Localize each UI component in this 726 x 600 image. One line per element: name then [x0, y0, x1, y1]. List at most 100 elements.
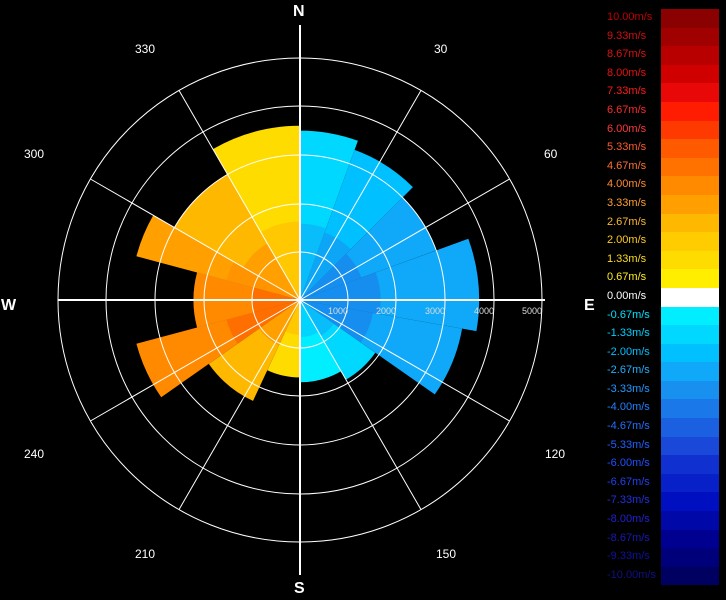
colorbar-row: 0.67m/s — [604, 269, 719, 288]
colorbar-row: -6.00m/s — [604, 455, 719, 474]
colorbar-label: -2.67m/s — [607, 364, 650, 377]
colorbar-swatch — [661, 27, 719, 47]
velocity-sector-core — [285, 300, 300, 335]
colorbar-label: -4.67m/s — [607, 420, 650, 433]
colorbar-row: 4.00m/s — [604, 176, 719, 195]
colorbar-label: 10.00m/s — [607, 11, 653, 23]
velocity-sector-core — [226, 261, 300, 300]
colorbar-row: -7.33m/s — [604, 492, 719, 512]
colorbar-label: 2.67m/s — [607, 215, 647, 228]
velocity-sector — [300, 238, 480, 332]
colorbar-label: 9.33m/s — [607, 29, 647, 42]
colorbar-label: 7.33m/s — [607, 85, 647, 98]
colorbar-swatch — [661, 232, 719, 251]
colorbar-row: -3.33m/s — [604, 380, 719, 400]
colorbar-row: -8.00m/s — [604, 511, 719, 530]
colorbar-swatch — [661, 306, 719, 326]
colorbar-row: -5.33m/s — [604, 436, 719, 456]
colorbar-swatch — [661, 176, 719, 195]
colorbar-swatch — [661, 380, 719, 400]
compass-south-label: S — [294, 580, 305, 597]
colorbar-label: -5.33m/s — [607, 438, 650, 451]
colorbar-label: 2.00m/s — [607, 234, 647, 247]
colorbar-label: -1.33m/s — [607, 327, 650, 340]
colorbar-row: 2.67m/s — [604, 213, 719, 233]
colorbar-label: 0.00m/s — [607, 289, 647, 302]
polar-grid — [57, 25, 545, 575]
range-label-1000: 1000 — [328, 306, 348, 316]
radial-line-330 — [178, 90, 301, 301]
colorbar-row: -10.00m/s — [604, 566, 719, 586]
colorbar-label: -4.00m/s — [607, 401, 650, 414]
colorbar-row: 8.00m/s — [604, 64, 719, 84]
radial-line-210 — [178, 299, 301, 510]
colorbar-row: -4.00m/s — [604, 399, 719, 419]
colorbar-row: 6.00m/s — [604, 120, 719, 140]
colorbar-row: 1.33m/s — [604, 250, 719, 270]
colorbar-swatch — [661, 343, 719, 363]
colorbar-label: 3.33m/s — [607, 196, 647, 209]
compass-north-label: N — [293, 3, 305, 20]
colorbar-row: 7.33m/s — [604, 83, 719, 102]
colorbar-swatch — [661, 325, 719, 344]
colorbar-label: 1.33m/s — [607, 252, 647, 265]
colorbar-label: -10.00m/s — [607, 568, 656, 581]
colorbar-swatch — [661, 213, 719, 233]
polar-radar-plot: 1000 2000 3000 4000 5000 — [57, 25, 545, 575]
velocity-sectors — [136, 125, 480, 401]
colorbar-label: -8.67m/s — [607, 531, 650, 544]
colorbar-swatch — [661, 139, 719, 158]
azimuth-label-30: 30 — [434, 42, 448, 56]
colorbar-swatch — [661, 120, 719, 140]
colorbar-swatch — [661, 418, 719, 437]
colorbar-row: 5.33m/s — [604, 139, 719, 158]
radial-line-300 — [90, 178, 301, 301]
colorbar-row: -0.67m/s — [604, 306, 719, 326]
velocity-sector-core — [300, 300, 319, 338]
colorbar-row: 10.00m/s — [604, 9, 719, 28]
colorbar-swatch — [661, 46, 719, 65]
colorbar-swatch — [661, 269, 719, 288]
velocity-sector-core — [300, 223, 327, 300]
colorbar-swatch — [661, 83, 719, 102]
azimuth-label-60: 60 — [544, 147, 558, 161]
azimuth-label-210: 210 — [135, 547, 156, 561]
colorbar-swatch — [661, 511, 719, 530]
radial-line-150 — [299, 299, 422, 510]
colorbar-label: 8.67m/s — [607, 48, 647, 61]
colorbar-swatch — [661, 436, 719, 456]
colorbar-label: 6.00m/s — [607, 122, 647, 135]
range-label-2000: 2000 — [376, 306, 396, 316]
azimuth-label-240: 240 — [24, 447, 45, 461]
colorbar-swatch — [661, 455, 719, 474]
velocity-sector-core — [300, 300, 334, 336]
radial-line-30 — [299, 90, 422, 301]
radial-line-60 — [299, 178, 510, 301]
velocity-sector-core — [259, 300, 300, 346]
colorbar-swatch — [661, 473, 719, 493]
colorbar-swatch — [661, 250, 719, 270]
colorbar-row: -6.67m/s — [604, 473, 719, 493]
range-label-5000: 5000 — [522, 306, 542, 316]
colorbar-label: -6.00m/s — [607, 457, 650, 470]
colorbar-row: 8.67m/s — [604, 46, 719, 65]
colorbar-swatch — [661, 194, 719, 214]
azimuth-label-120: 120 — [545, 447, 566, 461]
azimuth-label-150: 150 — [436, 547, 457, 561]
colorbar-row: -8.67m/s — [604, 529, 719, 549]
colorbar-row: 6.67m/s — [604, 101, 719, 121]
azimuth-label-300: 300 — [24, 147, 45, 161]
radial-line-120 — [299, 299, 510, 422]
velocity-sector-core — [300, 232, 351, 300]
colorbar-label: -9.33m/s — [607, 550, 650, 563]
colorbar-swatch — [661, 362, 719, 381]
range-label-3000: 3000 — [425, 306, 445, 316]
colorbar-row: 4.67m/s — [604, 157, 719, 177]
colorbar-label: -7.33m/s — [607, 494, 650, 507]
colorbar-row: 9.33m/s — [604, 27, 719, 47]
colorbar-label: 4.00m/s — [607, 178, 647, 191]
colorbar-label: -3.33m/s — [607, 382, 650, 395]
colorbar-label: 4.67m/s — [607, 159, 647, 172]
colorbar-row: -2.00m/s — [604, 343, 719, 363]
azimuth-label-330: 330 — [135, 42, 156, 56]
